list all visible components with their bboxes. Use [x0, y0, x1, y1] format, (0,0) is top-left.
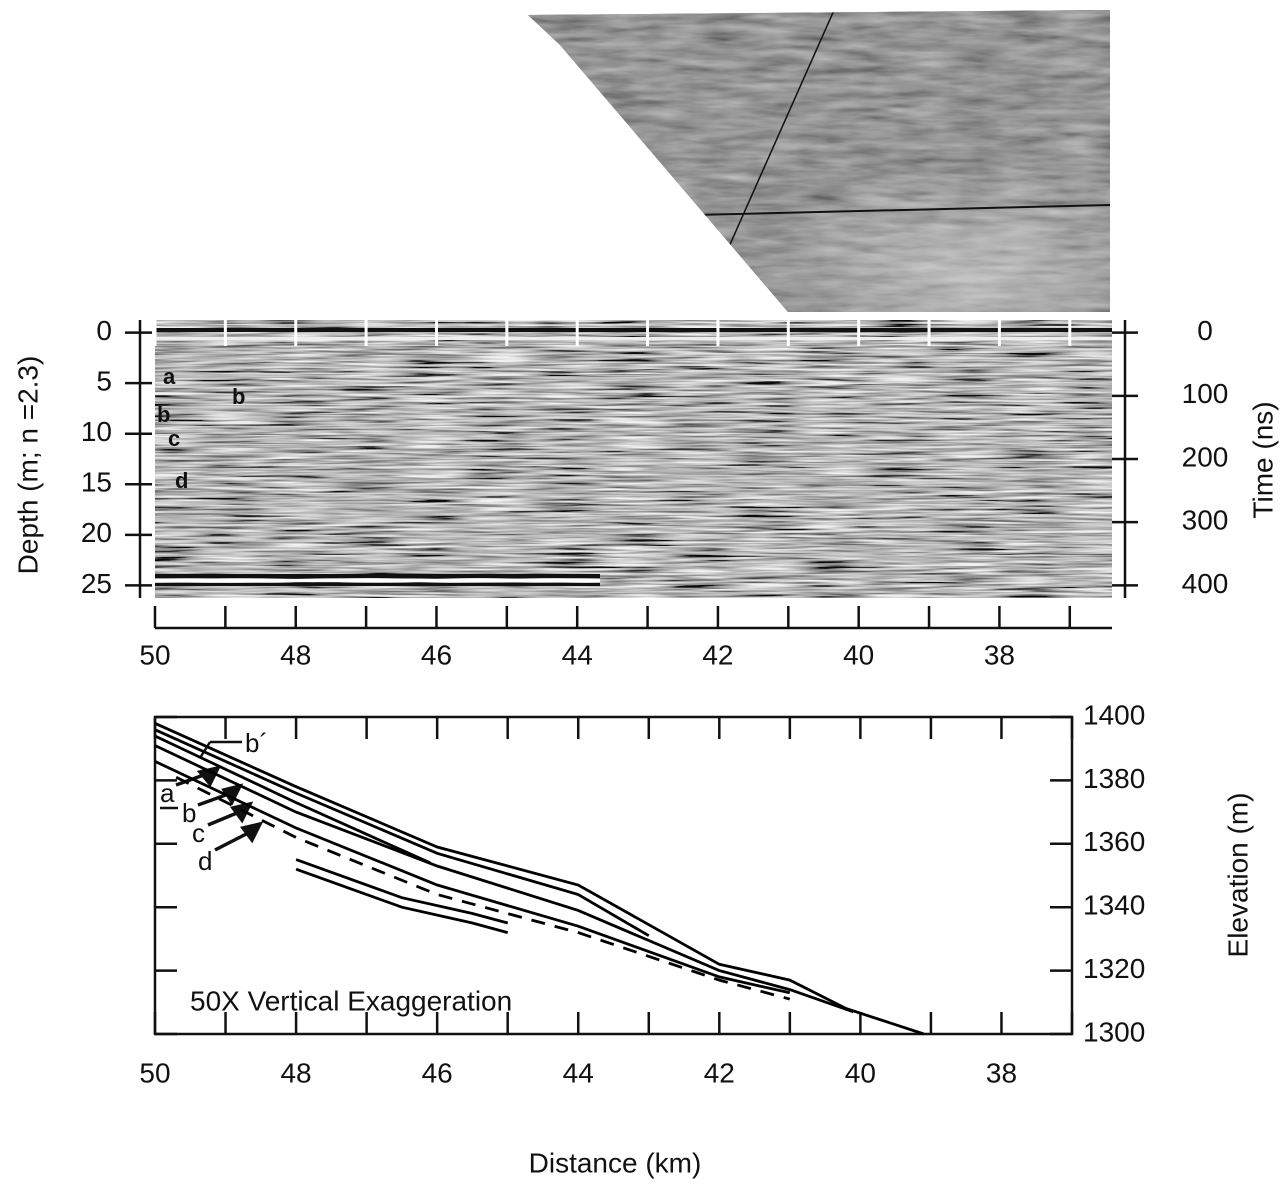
trace-marker [294, 320, 298, 346]
x-tick-label: 46 [422, 1057, 453, 1088]
y2-tick-label: 400 [1182, 568, 1229, 599]
y2-tick-label: 200 [1182, 441, 1229, 472]
layer-line [154, 760, 791, 995]
y-tick-label: 25 [81, 568, 112, 599]
y2-tick-label: 100 [1182, 378, 1229, 409]
x-tick-label: 38 [986, 1057, 1017, 1088]
trace-marker [786, 320, 790, 346]
y-tick-label: 20 [81, 517, 112, 548]
y-tick-label: 0 [96, 315, 112, 346]
layer-label: b [182, 798, 196, 828]
layer-line [154, 722, 925, 1036]
layer-line [154, 728, 650, 937]
layer-line [175, 775, 791, 1001]
y2-tick-label: 1380 [1083, 763, 1145, 794]
x-tick-label: 38 [984, 639, 1015, 670]
layer-label: a [160, 778, 175, 808]
x-tick-label: 48 [280, 1057, 311, 1088]
radargram-image [155, 320, 1112, 598]
x-tick-label: 50 [139, 1057, 170, 1088]
y-tick-label: 5 [96, 366, 112, 397]
x-tick-label: 44 [563, 1057, 594, 1088]
y-tick-label: 15 [81, 467, 112, 498]
x-tick-label: 44 [562, 639, 593, 670]
trace-marker [434, 320, 438, 346]
y2-tick-label: 1360 [1083, 826, 1145, 857]
trace-marker [646, 320, 650, 346]
trace-marker [223, 320, 227, 346]
y2-tick-label: 1300 [1083, 1016, 1145, 1047]
layer-label: b [232, 384, 245, 409]
aerial-photo [528, 10, 1110, 312]
x-tick-label: 40 [843, 639, 874, 670]
annotation: 50X Vertical Exaggeration [190, 985, 512, 1016]
trace-marker [716, 320, 720, 346]
trace-marker [1068, 320, 1072, 346]
layer-line [295, 867, 509, 934]
x-tick-label: 48 [280, 639, 311, 670]
y2-tick-label: 1340 [1083, 890, 1145, 921]
y2-axis-label: Elevation (m) [1222, 793, 1253, 958]
trace-marker [364, 320, 368, 346]
trace-marker [575, 320, 579, 346]
x-tick-label: 42 [704, 1057, 735, 1088]
y-tick-label: 10 [81, 416, 112, 447]
layer-label: a [163, 364, 176, 389]
y2-tick-label: 1400 [1083, 699, 1145, 730]
trace-marker [505, 320, 509, 346]
trace-marker [857, 320, 861, 346]
leader [198, 741, 212, 759]
trace-marker [153, 320, 157, 346]
y2-tick-label: 300 [1182, 505, 1229, 536]
x-tick-label: 46 [421, 639, 452, 670]
layer-line [154, 734, 431, 865]
y-axis-label: Depth (m; n =2.3) [12, 356, 43, 575]
x-tick-label: 40 [845, 1057, 876, 1088]
layer-line [295, 858, 509, 925]
y2-axis-label: Time (ns) [1247, 401, 1278, 518]
layer-label: d [175, 468, 188, 493]
x-tick-label: 42 [702, 639, 733, 670]
trace-marker [927, 320, 931, 346]
layer-line [154, 744, 854, 1014]
y2-tick-label: 1320 [1083, 953, 1145, 984]
x-axis-label: Distance (km) [529, 1147, 702, 1178]
layer-label: b [157, 402, 170, 427]
layer-label: c [192, 818, 205, 848]
layer-label: d [198, 846, 212, 876]
trace-marker [997, 320, 1001, 346]
layer-label: c [168, 426, 180, 451]
x-tick-label: 50 [139, 639, 170, 670]
y2-tick-label: 0 [1197, 315, 1213, 346]
layer-label: b´ [245, 728, 268, 758]
plot-frame [153, 715, 1074, 1036]
